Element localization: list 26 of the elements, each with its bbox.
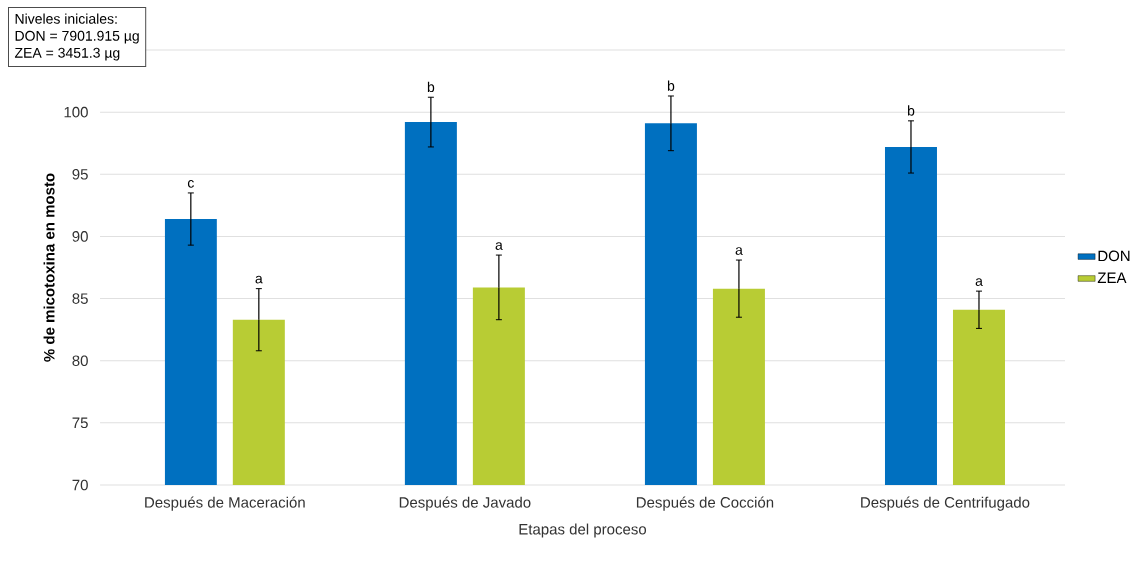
legend-label: ZEA <box>1097 272 1127 283</box>
y-tick-label: 90 <box>72 231 88 242</box>
text: DON = 7901.915 µg <box>15 30 139 44</box>
x-tick-label: Después de Maceración <box>145 496 305 511</box>
annotation: b <box>908 105 915 116</box>
x-tick-label: Después de Centrifugado <box>861 496 1030 511</box>
y-tick-label: 75 <box>72 417 88 429</box>
x-tick-label: Después de Javado <box>399 496 531 511</box>
y-tick-label: 80 <box>72 355 88 367</box>
y-tick-label: 100 <box>64 106 88 118</box>
x-axis-title: Etapas del proceso <box>519 523 647 538</box>
annotation: a <box>255 275 263 284</box>
annotation: b <box>427 81 435 93</box>
y-tick-label: 70 <box>72 479 88 491</box>
annotation: a <box>975 278 983 286</box>
y-axis-title: % de micotoxina en mosto <box>43 173 55 362</box>
annotation: a <box>735 247 743 255</box>
y-tick-label: 95 <box>72 168 88 180</box>
annotation: b <box>667 80 675 91</box>
x-tick-label: Después de Cocción <box>636 496 774 511</box>
legend-label: DON <box>1098 250 1130 262</box>
annotation: ZEA = 3451.3 µg <box>14 47 120 61</box>
annotation: a <box>495 242 503 250</box>
text: Niveles iniciales: <box>15 13 117 24</box>
y-tick-label: 85 <box>72 293 88 304</box>
annotation: c <box>187 180 194 188</box>
